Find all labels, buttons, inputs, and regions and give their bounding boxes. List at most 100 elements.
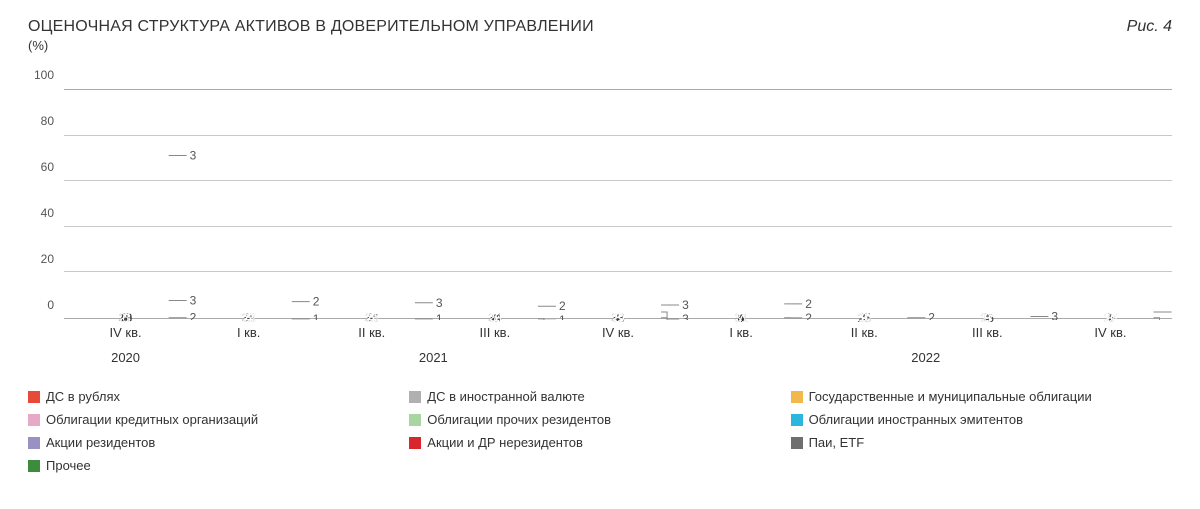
bar-slot: 4743157317: [680, 90, 803, 318]
legend-item: Акции резидентов: [28, 435, 409, 450]
segment-label: 7: [738, 311, 745, 325]
x-axis-quarters: IV кв.I кв.II кв.III кв.IV кв.I кв.II кв…: [64, 325, 1172, 340]
segment-label: 6: [1107, 311, 1114, 325]
segment-label: 27: [1104, 311, 1117, 325]
bar-slot: 56627482710: [1049, 90, 1172, 318]
figure-number: Рис. 4: [1127, 18, 1172, 36]
segment-label: 27: [981, 311, 994, 325]
callout-line: [1154, 318, 1172, 320]
bars-container: 5107385216696385423659636562544853467285…: [64, 90, 1172, 318]
legend-swatch: [791, 391, 803, 403]
segment-label: 4: [861, 311, 868, 325]
y-tick-label: 60: [41, 160, 54, 174]
y-tick-label: 80: [41, 114, 54, 128]
segment-label: 7: [492, 311, 499, 325]
legend: ДС в рубляхДС в иностранной валютеГосуда…: [28, 389, 1172, 473]
segment-label: 6: [368, 311, 375, 325]
segment-label: 31: [734, 311, 747, 325]
bar-slot: 4853467285: [433, 90, 556, 318]
legend-label: Облигации иностранных эмитентов: [809, 412, 1023, 427]
segment-label: 7: [615, 311, 622, 325]
segment-label: 4: [738, 311, 745, 325]
bar-slot: 45852658279: [926, 90, 1049, 318]
legend-item: Акции и ДР нерезидентов: [409, 435, 790, 450]
segment-label: 8: [861, 311, 868, 325]
x-tick-label: IV кв.: [64, 325, 187, 340]
legend-item: Облигации прочих резидентов: [409, 412, 790, 427]
segment-label: 5: [492, 311, 499, 325]
segment-label: 26: [981, 311, 994, 325]
legend-label: Прочее: [46, 458, 91, 473]
segment-label: 23: [242, 311, 255, 325]
legend-swatch: [791, 414, 803, 426]
segment-label: 5: [984, 311, 991, 325]
segment-label: 7: [738, 311, 745, 325]
plot-area: 5107385216696385423659636562544853467285…: [64, 89, 1172, 319]
legend-swatch: [28, 414, 40, 426]
segment-label: 8: [984, 311, 991, 325]
x-tick-label: II кв.: [803, 325, 926, 340]
year-label: 2021: [187, 350, 679, 365]
segment-label: 4: [368, 311, 375, 325]
segment-label: 5: [861, 311, 868, 325]
segment-label: 7: [738, 311, 745, 325]
segment-label: 4: [738, 311, 745, 325]
segment-label: 29: [611, 311, 624, 325]
x-axis-years: 202020212022: [64, 350, 1172, 365]
legend-swatch: [28, 437, 40, 449]
legend-item: Паи, ETF: [791, 435, 1172, 450]
year-label: 2020: [64, 350, 187, 365]
segment-label: 9: [861, 311, 868, 325]
segment-label: 5: [122, 311, 129, 325]
legend-item: ДС в иностранной валюте: [409, 389, 790, 404]
legend-item: ДС в рублях: [28, 389, 409, 404]
segment-label: 6: [615, 311, 622, 325]
bar-slot: 44852568309: [803, 90, 926, 318]
legend-swatch: [409, 414, 421, 426]
segment-label: 5: [615, 311, 622, 325]
legend-item: Государственные и муниципальные облигаци…: [791, 389, 1172, 404]
y-tick-label: 100: [34, 68, 54, 82]
bar-slot: 6963854236: [187, 90, 310, 318]
legend-label: Облигации прочих резидентов: [427, 412, 611, 427]
legend-label: Акции резидентов: [46, 435, 155, 450]
legend-item: Облигации кредитных организаций: [28, 412, 409, 427]
page-subtitle: (%): [28, 38, 594, 53]
segment-label: 5: [984, 311, 991, 325]
legend-item: Прочее: [28, 458, 409, 473]
segment-label: 5: [1107, 311, 1114, 325]
legend-label: Облигации кредитных организаций: [46, 412, 258, 427]
segment-label: 10: [119, 311, 132, 325]
segment-label: 6: [245, 311, 252, 325]
y-tick-label: 40: [41, 206, 54, 220]
legend-label: Паи, ETF: [809, 435, 865, 450]
segment-label: 30: [858, 311, 871, 325]
segment-label: 8: [984, 311, 991, 325]
callout-line: [538, 319, 556, 320]
segment-label: 6: [122, 311, 129, 325]
segment-label: 4: [861, 311, 868, 325]
segment-label: 6: [861, 311, 868, 325]
legend-swatch: [28, 460, 40, 472]
segment-label: 5: [492, 311, 499, 325]
segment-label: 4: [984, 311, 991, 325]
legend-swatch: [28, 391, 40, 403]
segment-label: 4: [1107, 311, 1114, 325]
y-tick-label: 20: [41, 252, 54, 266]
page-title: ОЦЕНОЧНАЯ СТРУКТУРА АКТИВОВ В ДОВЕРИТЕЛЬ…: [28, 18, 594, 36]
segment-label: 25: [858, 311, 871, 325]
x-tick-label: I кв.: [680, 325, 803, 340]
bar-slot: 743368295: [556, 90, 679, 318]
callout-line: [661, 318, 679, 320]
legend-label: Акции и ДР нерезидентов: [427, 435, 583, 450]
segment-label: 36: [365, 311, 378, 325]
segment-label: 9: [984, 311, 991, 325]
segment-label: 28: [488, 311, 501, 325]
segment-label: 9: [245, 311, 252, 325]
bar-slot: 5963656254: [310, 90, 433, 318]
segment-label: 6: [245, 311, 252, 325]
segment-label: 38: [242, 311, 255, 325]
segment-label: 27: [1104, 311, 1117, 325]
segment-label: 33: [611, 311, 624, 325]
segment-label: 7: [122, 311, 129, 325]
